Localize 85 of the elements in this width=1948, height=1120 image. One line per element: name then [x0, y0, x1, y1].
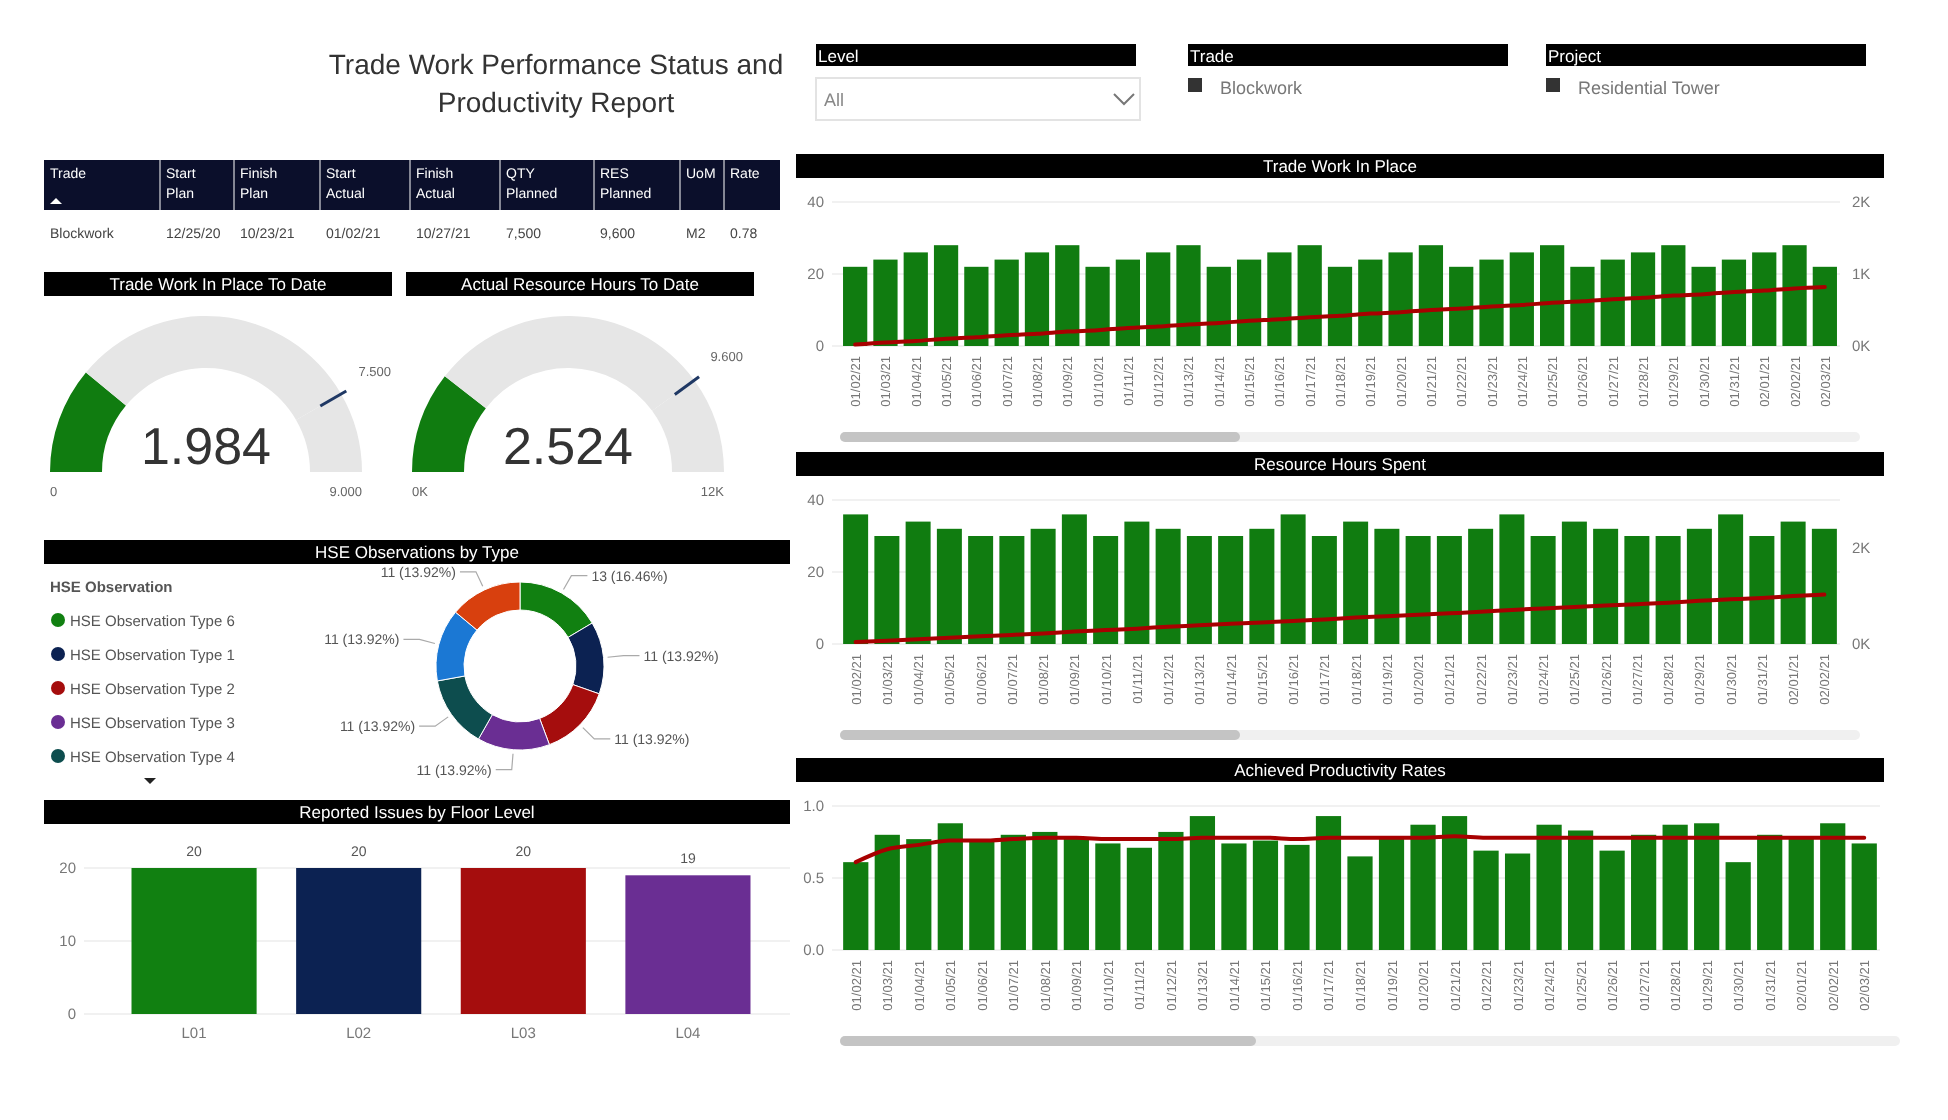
text: Residential Tower — [1578, 78, 1720, 98]
text: Trade Work Performance Status and Productivity Report — [328, 48, 784, 118]
bar — [1252, 840, 1279, 950]
chart-title: Reported Issues by Floor Level — [299, 802, 535, 822]
bar — [1661, 245, 1686, 346]
text: Project — [1548, 46, 1603, 66]
chart-title: Resource Hours Spent — [1254, 454, 1428, 474]
bar — [843, 266, 868, 346]
bar — [1095, 843, 1121, 950]
bar — [1757, 834, 1783, 950]
text: Level — [818, 46, 859, 66]
bar — [1694, 823, 1720, 950]
bar — [1189, 816, 1216, 950]
bar — [1388, 252, 1413, 346]
bar — [964, 266, 989, 346]
bar — [874, 834, 900, 950]
text: 1.984 — [140, 416, 272, 476]
bar — [1631, 834, 1657, 950]
text: Blockwork — [1220, 78, 1304, 98]
bar — [1085, 266, 1110, 346]
bar — [994, 259, 1019, 346]
bar — [1297, 245, 1322, 346]
bar — [903, 252, 928, 346]
chart-title: Actual Resource Hours To Date — [461, 274, 700, 294]
bar — [1024, 252, 1050, 346]
bar — [1236, 259, 1262, 346]
chart-title: Trade Work In Place — [1262, 156, 1418, 176]
bar — [1327, 266, 1353, 346]
bar — [1126, 847, 1152, 950]
bar — [1410, 824, 1436, 950]
bar — [1600, 259, 1625, 346]
bar — [1315, 816, 1342, 950]
text: Trade — [1190, 46, 1235, 66]
line-series — [853, 284, 1827, 347]
bar — [969, 842, 995, 950]
bar — [937, 823, 963, 950]
bar — [1782, 245, 1807, 346]
bar — [1158, 831, 1184, 950]
text: All — [824, 90, 845, 110]
bar — [1812, 266, 1837, 346]
bar — [1691, 266, 1716, 346]
chart-title: Trade Work In Place To Date — [109, 274, 328, 294]
bar — [1509, 252, 1534, 346]
bar — [1851, 843, 1877, 950]
chart-title: HSE Observations by Type — [315, 542, 520, 562]
bar — [1347, 856, 1373, 950]
bar — [1662, 824, 1688, 950]
bar — [873, 259, 898, 346]
bar — [1206, 266, 1231, 346]
text: 2.524 — [502, 416, 634, 476]
bar — [1221, 843, 1247, 950]
bar — [1176, 245, 1201, 346]
bar — [1752, 252, 1777, 346]
bar — [1788, 837, 1814, 950]
bar — [1820, 823, 1846, 950]
bar — [1358, 259, 1383, 346]
bar — [933, 245, 959, 346]
bar — [1570, 266, 1595, 346]
bar — [1267, 252, 1292, 346]
bar — [843, 862, 869, 950]
bar — [1599, 850, 1625, 950]
bar — [1504, 853, 1531, 950]
bar — [1479, 259, 1504, 346]
bar — [1032, 831, 1058, 950]
bar — [1721, 259, 1747, 346]
bar — [1473, 850, 1499, 950]
bar — [1725, 862, 1751, 950]
chart-title: Achieved Productivity Rates — [1234, 760, 1446, 780]
bar — [906, 839, 932, 950]
bar — [1063, 837, 1089, 950]
bar — [1441, 816, 1468, 950]
line-series — [853, 834, 1867, 865]
bar — [1284, 844, 1310, 950]
bar — [1146, 252, 1171, 346]
bar — [1568, 830, 1594, 950]
bar — [1000, 834, 1026, 950]
bar — [1418, 245, 1444, 346]
bar — [1378, 837, 1405, 950]
bar — [1630, 252, 1656, 346]
bar — [1540, 245, 1565, 346]
line-series — [853, 592, 1827, 645]
bar — [1115, 259, 1140, 346]
bar — [1449, 266, 1474, 346]
bar — [1055, 245, 1080, 346]
bar — [1536, 824, 1562, 950]
